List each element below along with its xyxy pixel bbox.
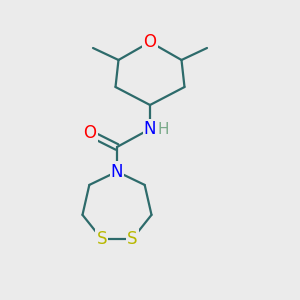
Text: S: S bbox=[96, 230, 107, 248]
Text: H: H bbox=[158, 122, 169, 136]
Text: S: S bbox=[127, 230, 138, 248]
Text: N: N bbox=[111, 163, 123, 181]
Text: N: N bbox=[144, 120, 156, 138]
Text: O: O bbox=[83, 124, 97, 142]
Text: O: O bbox=[143, 33, 157, 51]
